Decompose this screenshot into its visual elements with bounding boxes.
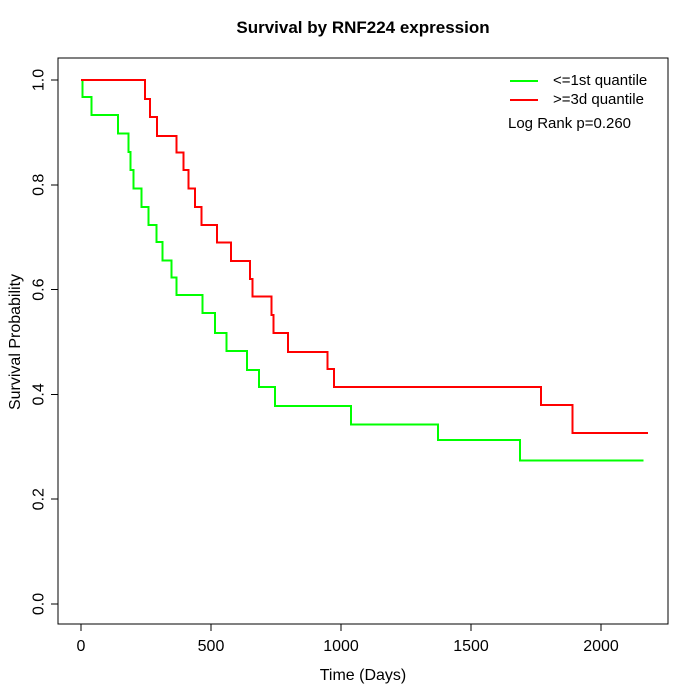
legend-item-low-quantile: <=1st quantile: [510, 71, 647, 90]
y-tick-label: 0.0: [31, 593, 48, 615]
legend-item-high-quantile: >=3d quantile: [510, 90, 647, 109]
x-tick-label: 500: [198, 638, 225, 655]
plot-box: [57, 57, 669, 625]
chart-title: Survival by RNF224 expression: [236, 18, 490, 37]
x-tick-label: 2000: [583, 638, 619, 655]
x-axis-label: Time (Days): [319, 667, 407, 684]
y-tick-label: 0.2: [31, 488, 48, 510]
km-curve-red: [81, 79, 648, 435]
legend: <=1st quantile >=3d quantile Log Rank p=…: [508, 71, 647, 132]
x-tick-label: 1500: [453, 638, 489, 655]
y-tick-label: 0.6: [31, 278, 48, 300]
legend-line-red-icon: [510, 98, 538, 101]
x-tick-label: 1000: [323, 638, 359, 655]
legend-line-green-icon: [510, 79, 538, 82]
legend-label-low-quantile: <=1st quantile: [553, 72, 648, 89]
legend-label-high-quantile: >=3d quantile: [553, 91, 644, 108]
y-tick-label: 0.8: [31, 174, 48, 196]
log-rank-annotation: Log Rank p=0.260: [508, 115, 632, 132]
km-curve-green: [81, 79, 644, 462]
y-tick-label: 0.4: [31, 383, 48, 405]
y-axis-label: Survival Probability: [7, 273, 24, 411]
x-tick-label: 0: [77, 638, 86, 655]
y-tick-label: 1.0: [31, 69, 48, 91]
